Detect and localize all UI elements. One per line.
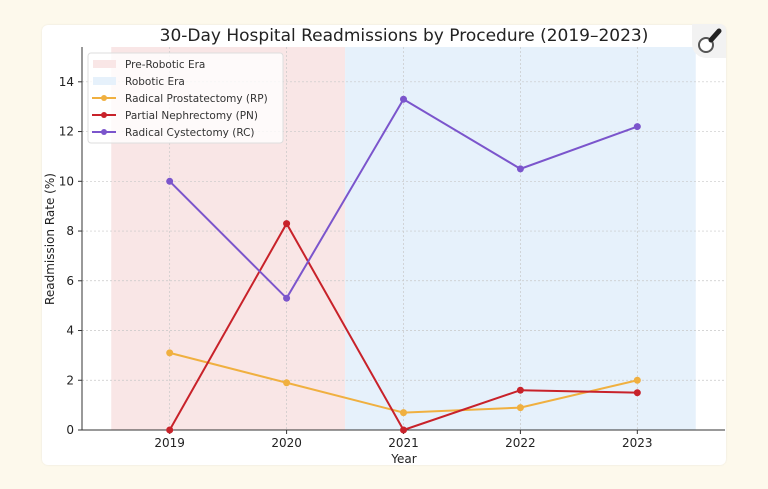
legend-label: Radical Prostatectomy (RP) — [125, 93, 268, 105]
data-point — [516, 404, 524, 412]
chart-title: 30-Day Hospital Readmissions by Procedur… — [160, 26, 649, 46]
legend-swatch — [93, 77, 116, 85]
legend-marker — [101, 95, 107, 101]
x-tick-label: 2019 — [154, 436, 185, 450]
x-tick-label: 2023 — [622, 436, 653, 450]
legend-swatch — [93, 60, 116, 68]
data-point — [283, 379, 291, 387]
data-point — [516, 165, 524, 173]
data-point — [633, 376, 641, 384]
y-tick-label: 4 — [66, 324, 74, 338]
data-point — [400, 426, 407, 434]
legend-marker — [101, 129, 107, 135]
y-tick-label: 10 — [59, 174, 74, 188]
data-point — [400, 95, 407, 103]
y-axis-label: Readmission Rate (%) — [43, 173, 57, 305]
data-point — [400, 409, 407, 417]
legend — [87, 52, 284, 144]
x-tick-label: 2022 — [505, 436, 536, 450]
data-point — [283, 220, 291, 228]
data-point — [633, 389, 641, 397]
legend-label: Radical Cystectomy (RC) — [125, 127, 255, 139]
x-tick-label: 2020 — [271, 436, 302, 450]
data-point — [166, 349, 174, 357]
y-tick-label: 0 — [66, 423, 74, 437]
legend-marker — [101, 112, 107, 118]
data-point — [516, 386, 524, 394]
legend-label: Pre-Robotic Era — [125, 59, 205, 71]
data-point — [283, 294, 291, 302]
y-tick-label: 14 — [59, 75, 74, 89]
y-tick-label: 8 — [66, 224, 74, 238]
legend-label: Robotic Era — [125, 76, 185, 88]
data-point — [166, 177, 174, 185]
y-tick-label: 6 — [66, 274, 74, 288]
y-tick-label: 12 — [59, 125, 74, 139]
data-point — [166, 426, 174, 434]
data-point — [633, 123, 641, 131]
legend-label: Partial Nephrectomy (PN) — [125, 110, 258, 122]
x-axis-label: Year — [390, 452, 416, 466]
y-tick-label: 2 — [66, 373, 74, 387]
magnifier-icon — [698, 28, 722, 53]
x-tick-label: 2021 — [388, 436, 419, 450]
era-span-1 — [345, 47, 696, 430]
zoom-button[interactable] — [692, 24, 726, 58]
